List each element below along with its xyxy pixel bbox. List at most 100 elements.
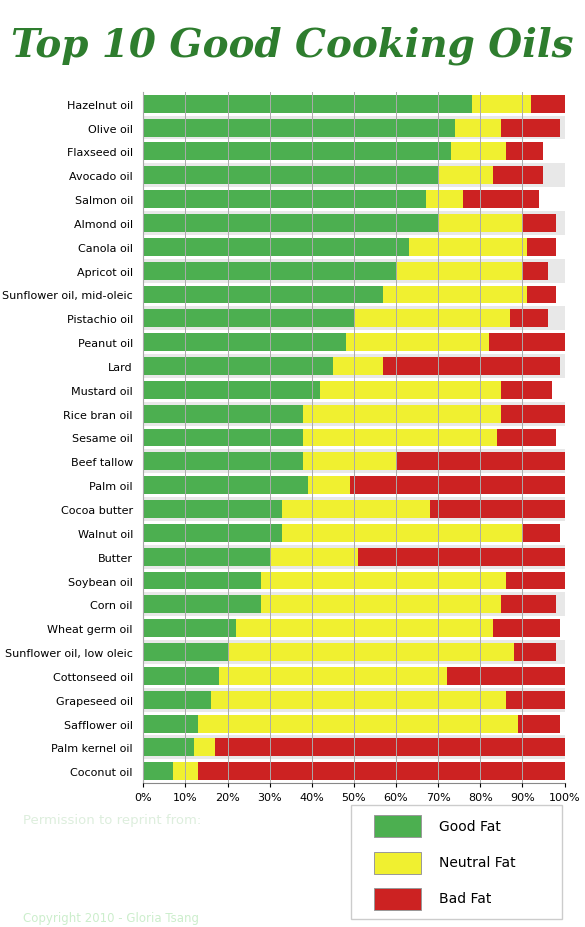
Bar <box>143 95 472 113</box>
Text: Neutral Fat: Neutral Fat <box>439 855 515 870</box>
Bar <box>396 262 522 280</box>
Bar <box>143 476 308 495</box>
Bar <box>143 402 565 426</box>
Bar <box>409 238 526 257</box>
Bar <box>143 525 283 542</box>
Bar <box>518 715 560 732</box>
Bar <box>143 569 565 592</box>
Bar <box>143 450 565 474</box>
Bar <box>501 596 556 614</box>
Bar <box>143 355 565 378</box>
Bar <box>143 691 211 709</box>
Bar <box>143 667 219 685</box>
Bar <box>143 712 565 736</box>
Bar <box>374 852 421 874</box>
Bar <box>143 211 565 235</box>
Bar <box>143 93 565 117</box>
Bar <box>215 739 565 756</box>
Bar <box>143 596 261 614</box>
Bar <box>493 619 560 638</box>
Bar <box>143 426 565 450</box>
Bar <box>143 736 565 759</box>
Bar <box>283 525 522 542</box>
Bar <box>351 805 562 920</box>
Text: Lasting Weight Loss: Lasting Weight Loss <box>23 859 190 874</box>
Bar <box>430 501 577 518</box>
Bar <box>143 140 565 164</box>
Text: GoUnDiet: 50 Small Actions for: GoUnDiet: 50 Small Actions for <box>23 836 278 851</box>
Bar <box>493 167 543 185</box>
Bar <box>143 164 565 188</box>
Bar <box>143 715 198 732</box>
Bar <box>451 144 505 161</box>
Text: Copyright 2010 - Gloria Tsang: Copyright 2010 - Gloria Tsang <box>23 911 199 924</box>
Bar <box>143 167 438 185</box>
Bar <box>143 641 565 665</box>
Bar <box>463 191 539 209</box>
Bar <box>143 191 425 209</box>
Bar <box>211 691 505 709</box>
Bar <box>143 498 565 521</box>
Bar <box>374 888 421 910</box>
Bar <box>308 476 350 495</box>
Bar <box>143 284 565 307</box>
Bar <box>143 238 409 257</box>
Bar <box>455 120 501 137</box>
Bar <box>505 572 569 590</box>
Bar <box>219 667 446 685</box>
Bar <box>501 405 585 423</box>
Text: Good Fat: Good Fat <box>439 819 501 832</box>
Bar <box>425 191 463 209</box>
Bar <box>143 619 236 638</box>
Bar <box>270 548 358 566</box>
Bar <box>198 715 518 732</box>
Bar <box>228 643 514 661</box>
Bar <box>143 474 565 498</box>
Bar <box>143 188 565 211</box>
Bar <box>143 616 565 641</box>
Bar <box>346 334 488 351</box>
Bar <box>283 501 430 518</box>
Bar <box>143 334 346 351</box>
Bar <box>194 739 215 756</box>
Bar <box>354 310 510 328</box>
Bar <box>501 120 560 137</box>
Bar <box>143 521 565 545</box>
Bar <box>143 759 565 783</box>
Bar <box>526 286 556 304</box>
Bar <box>396 453 565 471</box>
Bar <box>304 453 396 471</box>
Bar <box>143 286 383 304</box>
Bar <box>505 144 543 161</box>
Text: Permission to reprint from:: Permission to reprint from: <box>23 813 202 826</box>
Bar <box>236 619 493 638</box>
Bar <box>198 763 565 781</box>
Bar <box>143 117 565 140</box>
Bar <box>143 260 565 284</box>
Bar <box>497 429 556 447</box>
Bar <box>446 667 565 685</box>
Bar <box>143 429 304 447</box>
Bar <box>143 358 333 375</box>
Bar <box>143 501 283 518</box>
Bar <box>510 310 548 328</box>
Bar <box>320 381 501 400</box>
Bar <box>505 691 565 709</box>
Bar <box>143 235 565 260</box>
Bar <box>143 381 320 400</box>
Bar <box>173 763 198 781</box>
Text: Top 10 Good Cooking Oils: Top 10 Good Cooking Oils <box>11 27 574 65</box>
Bar <box>143 572 261 590</box>
Bar <box>261 596 501 614</box>
Bar <box>501 381 552 400</box>
Bar <box>304 405 501 423</box>
Bar <box>472 95 531 113</box>
Bar <box>143 643 228 661</box>
Bar <box>514 643 556 661</box>
Bar <box>143 262 396 280</box>
Bar <box>304 429 497 447</box>
Bar <box>333 358 383 375</box>
Bar <box>143 592 565 616</box>
Bar <box>522 525 560 542</box>
Bar <box>438 167 493 185</box>
